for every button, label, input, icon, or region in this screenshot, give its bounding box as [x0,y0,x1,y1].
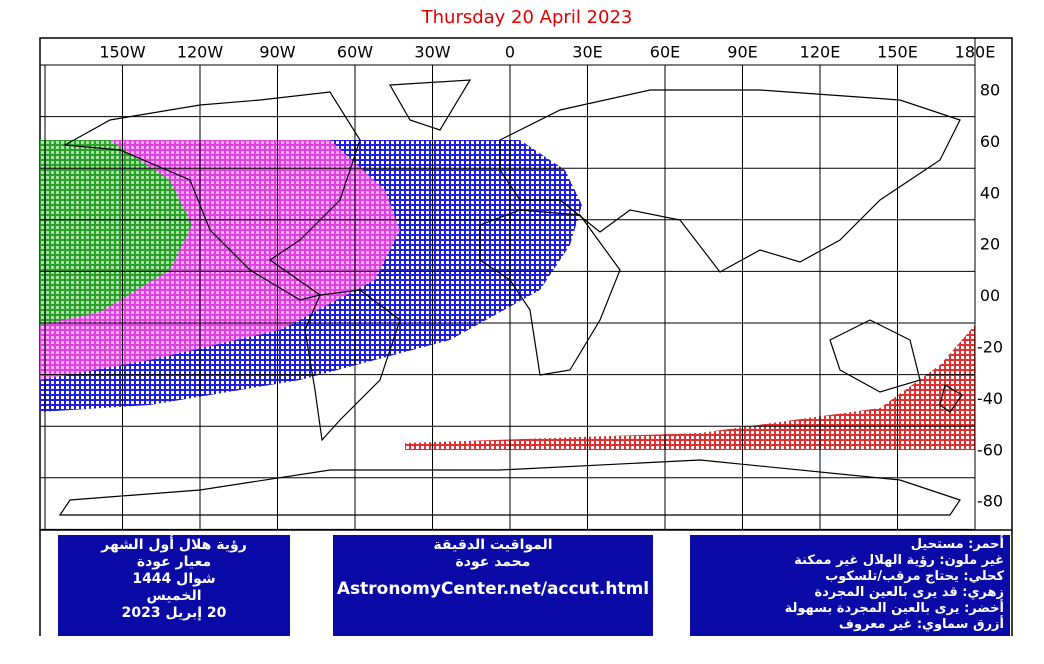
grid [40,38,976,530]
lat-label: -60 [977,440,1003,459]
text-line: كحلي: يحتاج مرقب/تلسكوب [825,569,1004,584]
text-line: معيار عودة [136,554,212,570]
region-red [405,325,975,450]
title: Thursday 20 April 2023 [421,7,633,28]
lon-label: 30E [572,43,602,62]
lon-label: 30W [414,43,450,62]
africa [479,209,621,376]
lon-label: 150W [99,43,146,62]
lon-label: 90E [727,43,757,62]
lon-label: 60W [337,43,373,62]
text-line: أخضر: يرى بالعين المجردة بسهولة [784,601,1004,616]
antarctica [58,459,961,516]
lat-label: -20 [977,338,1003,357]
text-line: AstronomyCenter.net/accut.html [336,579,650,599]
new-zealand [939,384,963,413]
info-box-left: رؤية هلال أول الشهر معيار عودة شوال 1444 ال… [58,535,290,636]
visibility-regions [40,140,975,450]
region-green [40,140,192,325]
lat-label: 00 [980,286,1000,305]
text-line: أحمر: مستحيل [910,537,1004,552]
lat-label: 40 [980,183,1000,202]
eurasia [499,89,961,273]
greenland [389,79,472,131]
text-line: 20 إبريل 2023 [121,605,227,621]
text-line: غير ملون: رؤية الهلال غير ممكنة [794,553,1004,568]
lon-label: 180E [955,43,996,62]
lon-label: 150E [877,43,918,62]
legend-box: أحمر: مستحيل غير ملون: رؤية الهلال غير مم… [690,535,1010,636]
lon-label: 120W [177,43,224,62]
text-line: شوال 1444 [132,571,216,587]
lat-label: -40 [977,389,1003,408]
text-line: أزرق سماوي: غير معروف [838,617,1004,632]
lat-label: 20 [980,235,1000,254]
lon-label: 90W [259,43,295,62]
lat-label: 60 [980,132,1000,151]
lat-label: 80 [980,81,1000,100]
text-line: زهري: قد يرى بالعين المجردة [814,585,1004,600]
text-line: محمد عودة [455,554,531,570]
australia [829,319,921,393]
lon-label: 120E [800,43,841,62]
text-line: رؤية هلال أول الشهر [101,537,247,553]
info-box-middle: المواقيت الدقيقة محمد عودة AstronomyCenter… [333,535,653,636]
text-line: الخميس [146,588,202,604]
text-line: المواقيت الدقيقة [433,537,553,553]
lon-label: 60E [650,43,680,62]
lat-label: -80 [977,492,1003,511]
lon-label: 0 [505,43,515,62]
south-america [304,289,401,442]
